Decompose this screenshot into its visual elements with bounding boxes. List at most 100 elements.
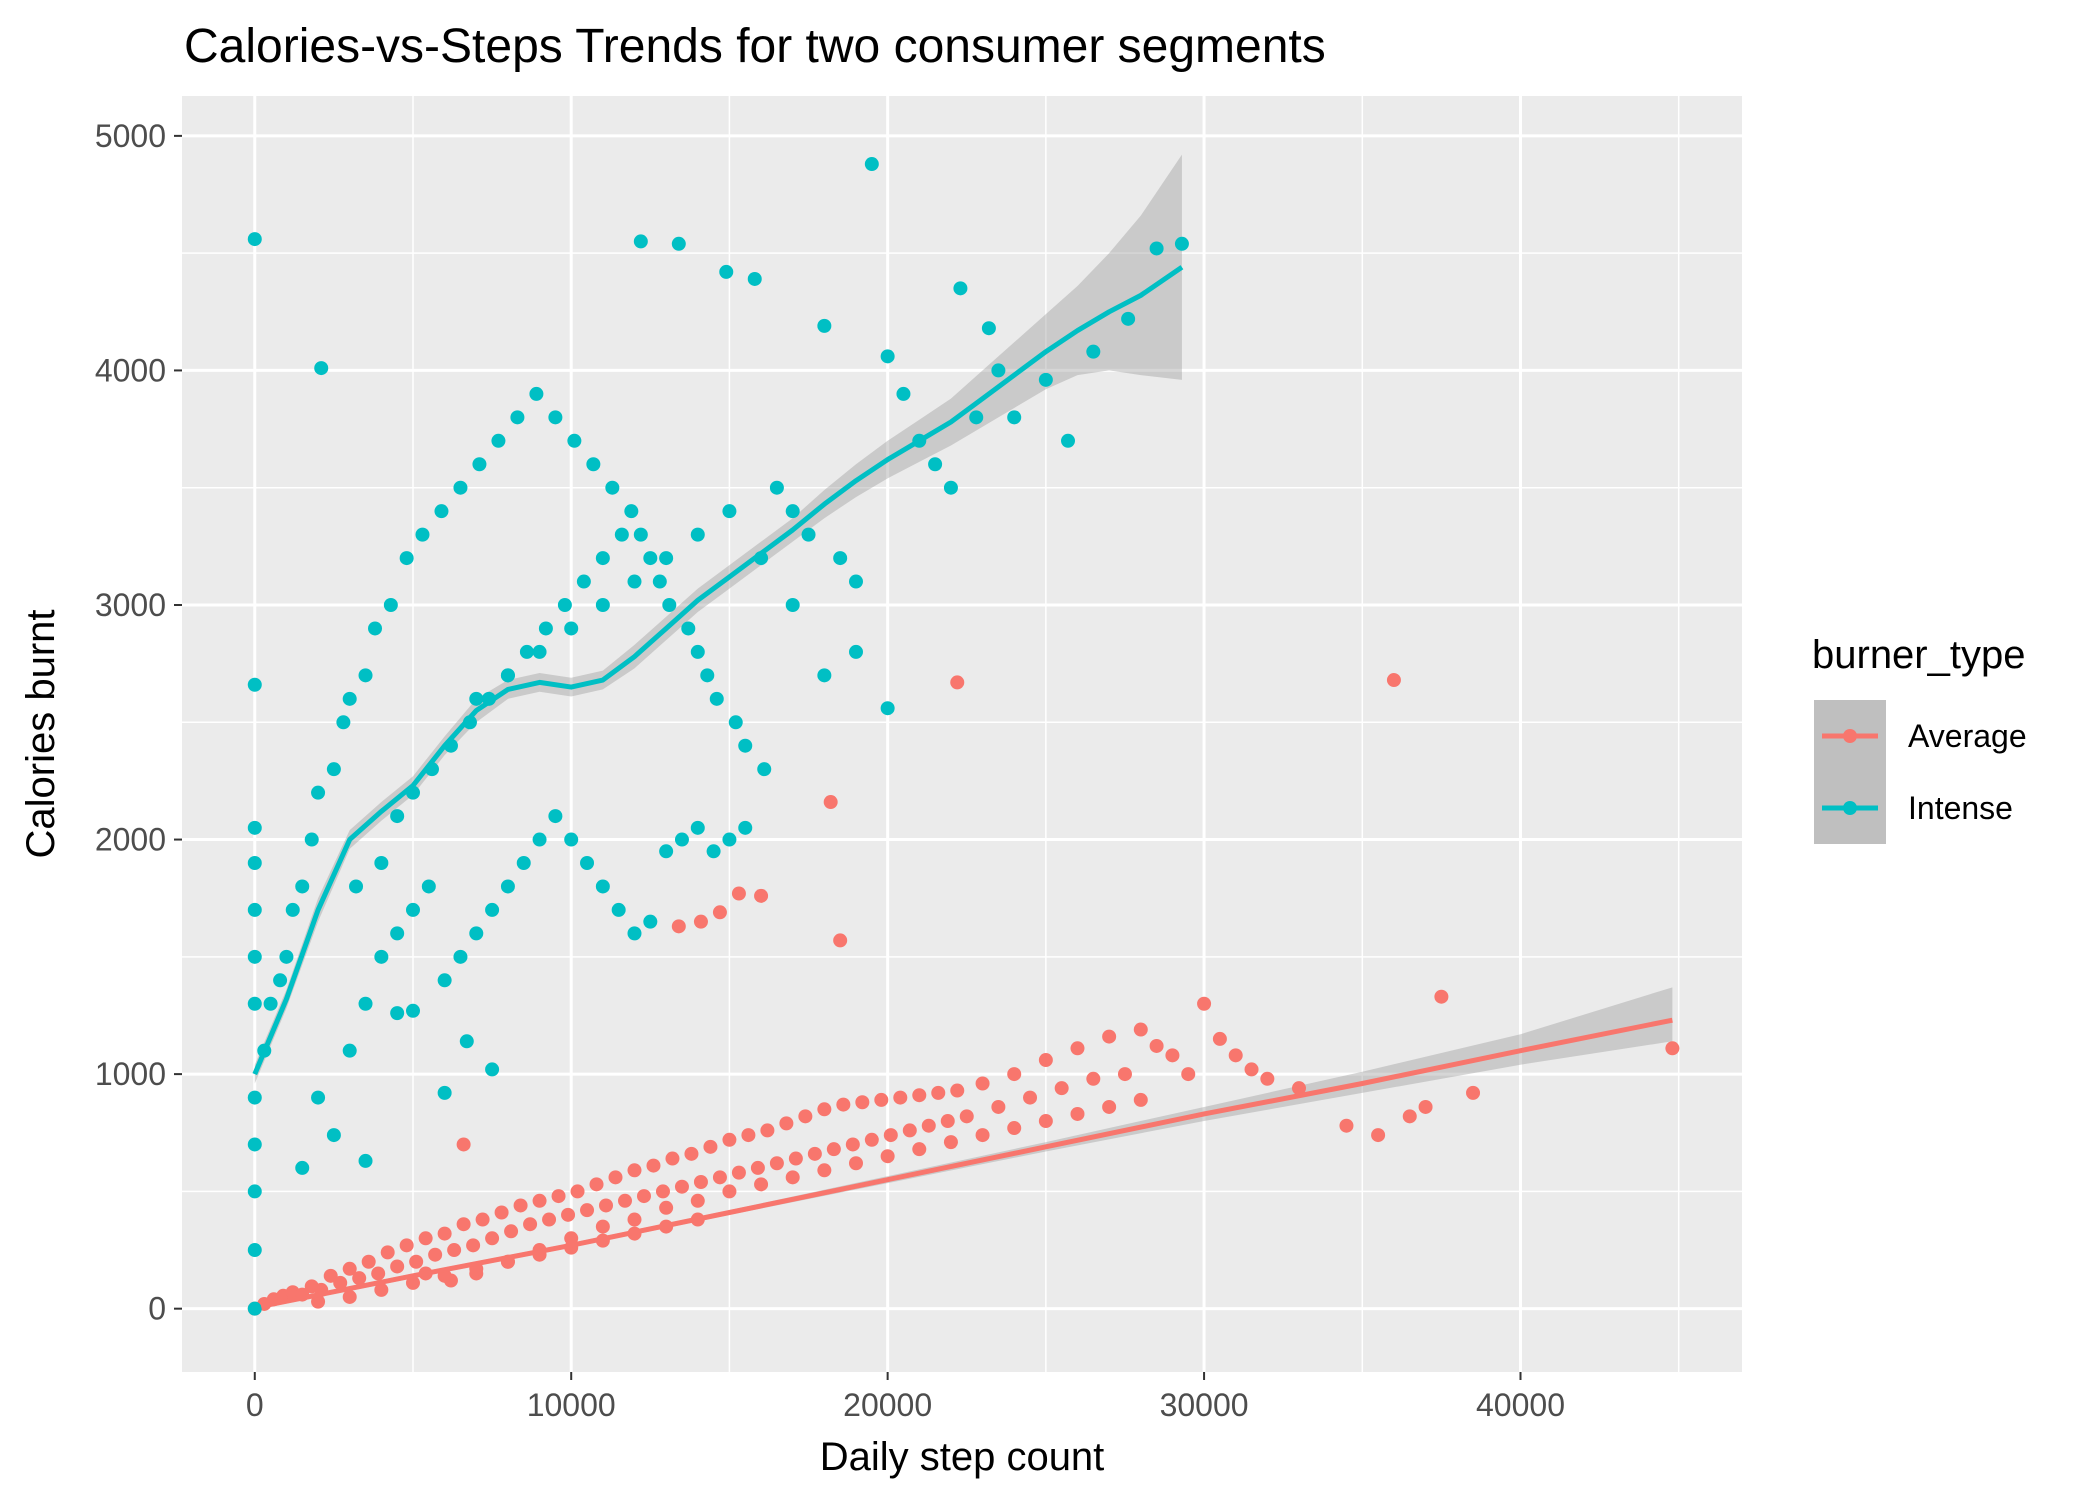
legend-label-average: Average <box>1908 718 2027 754</box>
data-point-intense <box>627 574 642 589</box>
data-point-intense <box>415 527 430 542</box>
x-tick-label: 30000 <box>1160 1387 1249 1423</box>
data-point-average <box>940 1114 955 1129</box>
data-point-intense <box>390 926 405 941</box>
data-point-average <box>342 1261 357 1276</box>
data-point-average <box>931 1085 946 1100</box>
data-point-intense <box>374 856 389 871</box>
data-point-average <box>655 1184 670 1199</box>
data-point-average <box>874 1092 889 1107</box>
data-point-intense <box>633 527 648 542</box>
data-point-average <box>712 905 727 920</box>
data-point-average <box>1070 1041 1085 1056</box>
data-point-average <box>390 1259 405 1274</box>
data-point-average <box>823 795 838 810</box>
data-point-intense <box>643 914 658 929</box>
data-point-average <box>1291 1081 1306 1096</box>
data-point-average <box>437 1226 452 1241</box>
data-point-average <box>1418 1099 1433 1114</box>
data-point-intense <box>848 574 863 589</box>
data-point-intense <box>1174 236 1189 251</box>
data-point-average <box>950 675 965 690</box>
data-point-average <box>864 1132 879 1147</box>
data-point-average <box>570 1184 585 1199</box>
data-point-intense <box>681 621 696 636</box>
data-point-average <box>769 1156 784 1171</box>
data-point-intense <box>706 844 721 859</box>
data-point-intense <box>314 361 329 376</box>
legend-label-intense: Intense <box>1908 790 2013 826</box>
y-tick-label: 2000 <box>95 822 166 858</box>
data-point-average <box>1149 1038 1164 1053</box>
data-point-average <box>1466 1085 1481 1100</box>
data-point-intense <box>247 949 262 964</box>
data-point-intense <box>564 621 579 636</box>
data-point-intense <box>1149 241 1164 256</box>
data-point-intense <box>700 668 715 683</box>
data-point-intense <box>548 410 563 425</box>
data-point-average <box>333 1275 348 1290</box>
x-tick-label: 0 <box>246 1387 264 1423</box>
data-point-intense <box>342 691 357 706</box>
data-point-average <box>798 1109 813 1124</box>
data-point-average <box>817 1102 832 1117</box>
data-point-average <box>684 1146 699 1161</box>
data-point-intense <box>943 480 958 495</box>
data-point-average <box>561 1207 576 1222</box>
data-point-average <box>674 1179 689 1194</box>
data-point-intense <box>969 410 984 425</box>
data-point-intense <box>349 879 364 894</box>
data-point-intense <box>358 1153 373 1168</box>
data-point-average <box>1244 1062 1259 1077</box>
data-point-intense <box>595 551 610 566</box>
legend-key-point <box>1843 729 1857 743</box>
legend-key-point <box>1843 801 1857 815</box>
data-point-average <box>991 1099 1006 1114</box>
data-point-average <box>845 1137 860 1152</box>
data-point-intense <box>880 701 895 716</box>
data-point-average <box>1133 1092 1148 1107</box>
data-point-intense <box>690 820 705 835</box>
data-point-intense <box>273 973 288 988</box>
data-point-average <box>659 1200 674 1215</box>
y-tick-label: 3000 <box>95 587 166 623</box>
data-point-average <box>912 1088 927 1103</box>
data-point-intense <box>627 926 642 941</box>
data-point-intense <box>247 1301 262 1316</box>
data-point-intense <box>336 715 351 730</box>
data-point-intense <box>247 1137 262 1152</box>
y-tick-label: 0 <box>148 1291 166 1327</box>
data-point-average <box>428 1247 443 1262</box>
data-point-intense <box>247 902 262 917</box>
data-point-intense <box>833 551 848 566</box>
data-point-intense <box>953 281 968 296</box>
data-point-average <box>589 1177 604 1192</box>
data-point-intense <box>532 644 547 659</box>
data-point-average <box>1371 1128 1386 1143</box>
data-point-intense <box>848 644 863 659</box>
data-point-intense <box>709 691 724 706</box>
data-point-intense <box>519 644 534 659</box>
data-point-average <box>513 1198 528 1213</box>
data-point-intense <box>263 996 278 1011</box>
data-point-average <box>1117 1067 1132 1082</box>
data-point-intense <box>769 480 784 495</box>
data-point-intense <box>279 949 294 964</box>
data-point-average <box>595 1219 610 1234</box>
data-point-average <box>418 1231 433 1246</box>
data-point-average <box>551 1189 566 1204</box>
data-point-average <box>671 919 686 934</box>
data-point-intense <box>722 504 737 519</box>
data-point-average <box>880 1149 895 1164</box>
data-point-intense <box>728 715 743 730</box>
data-point-intense <box>368 621 383 636</box>
y-tick-label: 5000 <box>95 118 166 154</box>
data-point-average <box>693 1175 708 1190</box>
data-point-intense <box>671 236 686 251</box>
data-point-average <box>1402 1109 1417 1124</box>
data-point-average <box>712 1170 727 1185</box>
y-tick-label: 4000 <box>95 352 166 388</box>
data-point-intense <box>538 621 553 636</box>
trend-lines <box>252 265 1673 1309</box>
data-point-intense <box>437 1085 452 1100</box>
